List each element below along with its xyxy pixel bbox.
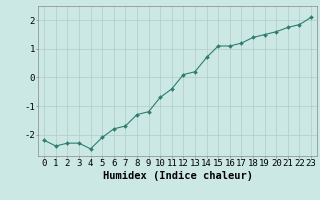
X-axis label: Humidex (Indice chaleur): Humidex (Indice chaleur) [103,171,252,181]
